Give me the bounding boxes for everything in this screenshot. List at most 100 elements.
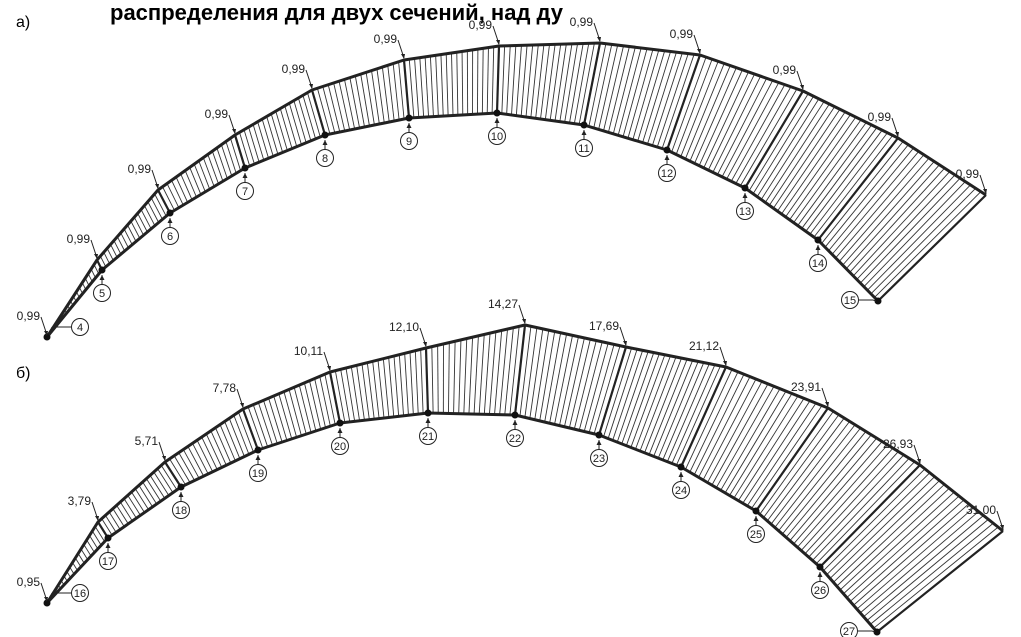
node-number-circle: [400, 132, 418, 150]
hatch-line: [733, 395, 799, 499]
hatch-line: [564, 43, 578, 123]
node-dot: [43, 333, 51, 341]
arrow-head-icon: [423, 342, 427, 347]
hatch-line: [763, 414, 840, 518]
hatch-line: [617, 47, 642, 136]
node-number: 14: [812, 258, 824, 270]
hatch-line: [210, 430, 227, 466]
hatch-line: [797, 444, 888, 548]
hatch-line: [488, 331, 497, 415]
hatch-line: [140, 209, 152, 230]
hatch-line: [491, 46, 495, 114]
node-dot: [814, 236, 822, 244]
section-value: 0,99: [17, 309, 41, 323]
hatch-line: [182, 449, 200, 479]
hatch-line: [760, 101, 825, 200]
hatch-line: [593, 44, 613, 129]
section-value: 7,78: [213, 381, 237, 395]
hatch-line: [746, 402, 817, 507]
hatch-line: [748, 93, 809, 192]
hatch-line: [707, 73, 755, 171]
hatch-line: [856, 174, 956, 280]
hatch-line: [863, 181, 966, 287]
node-number: 11: [578, 143, 589, 155]
hatch-line: [845, 164, 940, 270]
arrow-head-icon: [825, 402, 829, 407]
arrow-head-icon: [742, 193, 748, 198]
hatch-line: [724, 390, 787, 494]
hatch-line: [622, 48, 648, 137]
node-number: 12: [661, 168, 673, 180]
hatch-line: [408, 59, 415, 118]
hatch-line: [486, 47, 489, 114]
hatch-line: [671, 56, 707, 153]
node-number-circle: [506, 429, 524, 447]
hatch-line: [137, 213, 148, 233]
section-value: 3,79: [68, 494, 92, 508]
hatch-line: [153, 471, 170, 496]
section-ordinate: [495, 45, 501, 114]
node-number: 9: [406, 136, 412, 148]
section-value: 23,91: [791, 380, 821, 394]
hatch-line: [187, 446, 205, 477]
section-value: 31,00: [966, 503, 996, 517]
hatch-line: [105, 515, 117, 533]
hatch-line: [808, 454, 905, 558]
hatch-line: [828, 147, 914, 252]
node-dot: [677, 463, 685, 471]
hatch-line: [813, 135, 894, 238]
hatch-line: [831, 151, 920, 255]
hatch-line: [419, 57, 425, 118]
node-number: 21: [422, 431, 434, 443]
hatch-line: [448, 342, 450, 414]
hatch-line: [293, 387, 307, 435]
hatch-line: [549, 44, 562, 121]
hatch-line: [549, 333, 568, 424]
hatch-line: [774, 424, 856, 528]
hatch-line: [207, 154, 219, 185]
node-number-circle: [672, 481, 690, 499]
hatch-line: [621, 352, 655, 445]
hatch-line: [603, 45, 624, 131]
node-dot: [580, 121, 588, 129]
node-number: 4: [77, 322, 83, 334]
section-value: 0,99: [282, 62, 306, 76]
hatch-line: [356, 365, 365, 421]
node-dot: [873, 628, 881, 636]
node-number: 22: [509, 433, 521, 445]
hatch-line: [863, 515, 984, 618]
hatch-line: [843, 491, 955, 595]
node-dot: [595, 431, 603, 439]
hatch-line: [824, 144, 909, 248]
arrow-head-icon: [322, 140, 328, 145]
hatch-line: [83, 544, 92, 557]
node-number-circle: [161, 227, 179, 245]
hatch-line: [333, 82, 346, 132]
panel-b-label: б): [16, 365, 31, 382]
hatch-line: [756, 98, 820, 197]
section-value: 17,69: [589, 319, 619, 333]
node-leader: [48, 326, 53, 336]
hatch-line: [275, 111, 288, 151]
hatch-line: [684, 63, 725, 160]
node-number-circle: [658, 164, 676, 182]
node-dot: [493, 109, 501, 117]
hatch-line: [154, 193, 167, 217]
hatch-line: [160, 465, 178, 491]
hatch-line: [657, 361, 699, 459]
hatch-line: [778, 427, 861, 532]
hatch-line: [120, 232, 129, 249]
node-number: 7: [242, 186, 248, 198]
hatch-line: [711, 383, 769, 486]
hatch-line: [675, 59, 713, 155]
hatch-line: [257, 402, 273, 446]
hatch-line: [297, 97, 312, 141]
hatch-line: [569, 43, 584, 124]
hatch-line: [101, 518, 113, 536]
hatch-line: [793, 441, 883, 545]
node-number: 18: [175, 505, 187, 517]
node-number: 8: [322, 153, 328, 165]
node-dot: [511, 411, 519, 419]
hatch-line: [534, 330, 550, 420]
hatch-line: [637, 50, 666, 142]
